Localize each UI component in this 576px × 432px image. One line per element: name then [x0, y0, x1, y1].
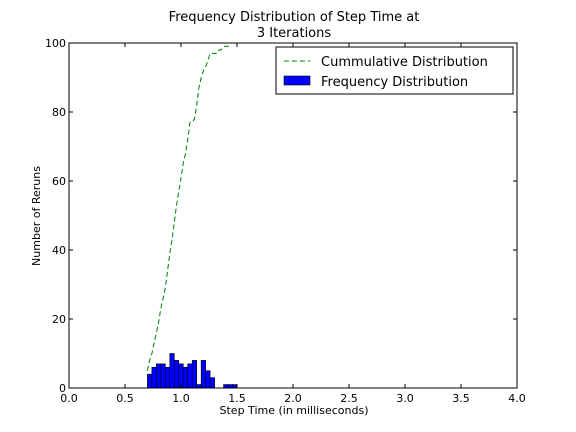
axes: 0.0 0.5 1.0 1.5 2.0 2.5 3.0 3.5 4.0 0 20 40 60 80 100 [45, 37, 526, 405]
frequency-bar [156, 363, 162, 389]
x-tick-label: 1.5 [228, 392, 246, 405]
frequency-bar [232, 384, 238, 389]
title-line-2: 3 Iterations [257, 26, 332, 41]
legend: Cummulative Distribution Frequency Distri… [275, 46, 514, 95]
frequency-bar [160, 363, 166, 389]
cumulative-line [146, 42, 237, 371]
y-tick-label: 60 [52, 175, 66, 188]
frequency-bar [147, 373, 153, 389]
y-tick-label: 80 [52, 106, 66, 119]
y-tick-label: 40 [52, 244, 66, 257]
legend-label-frequency: Frequency Distribution [321, 75, 468, 90]
x-tick-label: 0.5 [116, 392, 134, 405]
plot-area [146, 42, 238, 389]
legend-bar-swatch [283, 75, 311, 86]
frequency-bar [205, 370, 211, 389]
y-tick-label: 20 [52, 313, 66, 326]
frequency-bar [151, 366, 157, 389]
frequency-bar [182, 366, 189, 389]
x-tick-label: 0.0 [60, 392, 78, 405]
frequency-bar [169, 353, 175, 389]
plot-frame [68, 42, 518, 389]
frequency-bar [227, 384, 233, 389]
legend-label-cumulative: Cummulative Distribution [321, 55, 488, 70]
frequency-bar [173, 360, 180, 389]
frequency-bar [165, 366, 171, 389]
frequency-bar [223, 384, 229, 389]
frequency-bar [196, 384, 202, 389]
x-axis-label: Step Time (in milliseconds) [220, 404, 369, 417]
x-tick-label: 3.0 [396, 392, 414, 405]
y-tick-label: 0 [59, 382, 66, 395]
x-tick-label: 4.0 [508, 392, 526, 405]
y-tick-label: 100 [45, 37, 66, 50]
legend-box [275, 46, 514, 95]
chart-title: Frequency Distribution of Step Time at 3… [169, 10, 420, 41]
title-line-1: Frequency Distribution of Step Time at [169, 10, 420, 25]
y-axis-label: Number of Reruns [30, 166, 43, 266]
x-tick-label: 3.5 [452, 392, 470, 405]
x-tick-label: 1.0 [172, 392, 190, 405]
frequency-bar [187, 363, 193, 389]
frequency-bar [209, 377, 215, 389]
frequency-bar [191, 360, 197, 389]
x-tick-label: 2.5 [340, 392, 358, 405]
frequency-bar [200, 360, 206, 389]
x-tick-label: 2.0 [284, 392, 302, 405]
